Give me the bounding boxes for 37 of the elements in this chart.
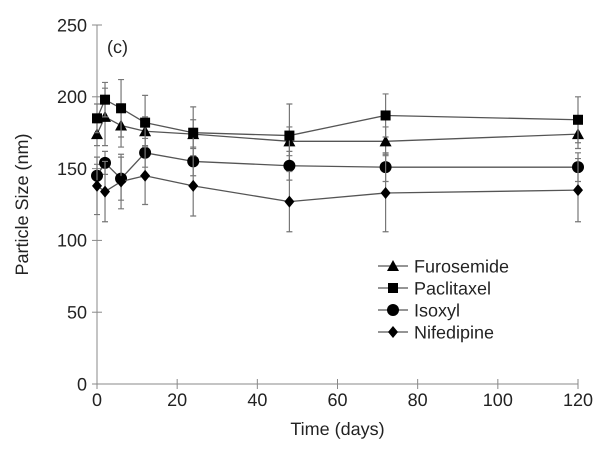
point: [140, 118, 150, 128]
point: [100, 94, 110, 105]
point: [380, 187, 391, 200]
point: [380, 110, 391, 120]
legend-label: Nifedipine: [414, 322, 494, 342]
point: [380, 135, 392, 146]
x-tick-label: 120: [562, 390, 594, 410]
y-tick-label: 50: [66, 302, 87, 322]
legend-label: Isoxyl: [414, 300, 460, 320]
x-tick-label: 40: [247, 390, 268, 410]
x-axis-title: Time (days): [290, 419, 385, 439]
point: [573, 114, 583, 125]
x-tick-label: 0: [92, 390, 102, 410]
y-tick-label: 150: [56, 158, 87, 179]
point: [283, 160, 296, 172]
point: [100, 186, 110, 198]
annotation: (c): [107, 37, 128, 57]
point: [116, 176, 126, 188]
point: [92, 180, 102, 192]
legend-label: Furosemide: [414, 256, 510, 276]
y-tick-label: 250: [56, 15, 87, 36]
legend-label: Paclitaxel: [414, 278, 492, 298]
point: [284, 130, 294, 141]
x-tick-label: 80: [408, 390, 428, 410]
x-tick-label: 100: [482, 390, 513, 410]
point: [188, 180, 198, 192]
x-tick-label: 20: [167, 390, 188, 410]
point: [573, 184, 583, 196]
y-tick-label: 0: [76, 374, 87, 394]
point: [140, 170, 150, 182]
x-tick-label: 60: [327, 390, 348, 410]
y-tick-label: 100: [56, 230, 87, 251]
y-axis-title: Particle Size (nm): [12, 133, 32, 276]
point: [284, 196, 294, 208]
point: [116, 103, 126, 114]
point: [92, 113, 102, 124]
y-tick-label: 200: [56, 87, 87, 108]
